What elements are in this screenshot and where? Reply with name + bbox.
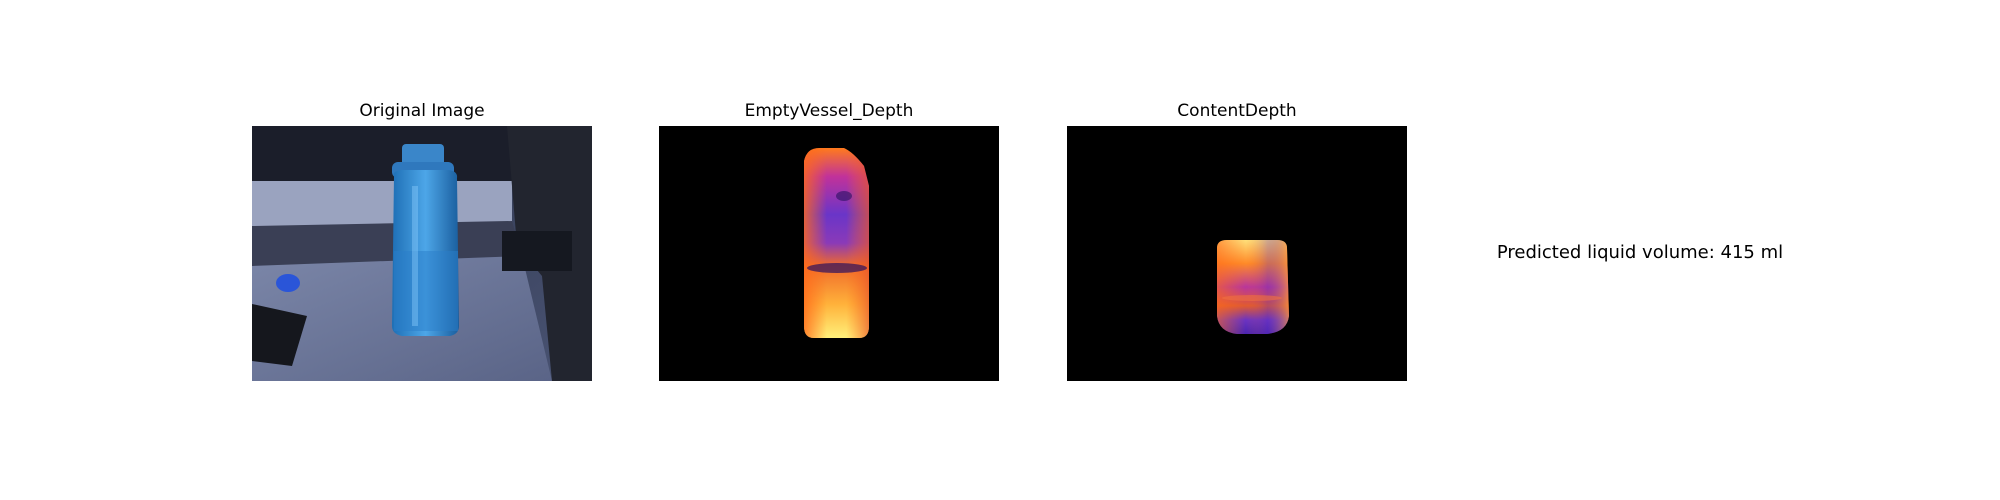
- empty-vessel-depth-map: [659, 126, 999, 381]
- empty-vessel-depth-panel: [659, 126, 999, 381]
- content-depth-title: ContentDepth: [1067, 100, 1407, 122]
- original-image-title: Original Image: [252, 100, 592, 122]
- content-depth-panel: [1067, 126, 1407, 381]
- original-image-photo: [252, 126, 592, 381]
- content-depth-map: [1067, 126, 1407, 381]
- predicted-volume-text: Predicted liquid volume: 415 ml: [1450, 241, 1830, 265]
- original-image-panel: [252, 126, 592, 381]
- empty-vessel-depth-title: EmptyVessel_Depth: [659, 100, 999, 122]
